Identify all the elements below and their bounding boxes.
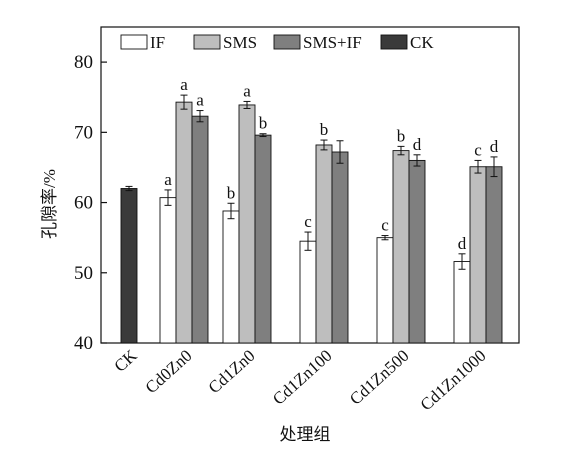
significance-label: b xyxy=(320,120,329,139)
significance-label: c xyxy=(381,216,389,235)
bar-if-cd0zn0 xyxy=(159,197,177,344)
significance-label: a xyxy=(243,81,251,100)
y-axis-title: 孔隙率/% xyxy=(40,169,59,239)
y-tick-label: 40 xyxy=(74,333,93,354)
significance-label: c xyxy=(304,212,312,231)
bar-sms-cd0zn0 xyxy=(175,101,193,344)
bar-sms-if-cd1zn1000 xyxy=(485,166,503,344)
legend-label: SMS+IF xyxy=(303,33,362,52)
bar-sms-cd1zn500 xyxy=(392,150,410,344)
bar-sms-if-cd0zn0 xyxy=(191,115,209,344)
significance-label: b xyxy=(397,126,406,145)
significance-label: a xyxy=(180,75,188,94)
legend-label: IF xyxy=(150,33,165,52)
bar-ck-ck xyxy=(120,188,138,344)
legend-swatch xyxy=(380,34,408,50)
legend-swatch xyxy=(193,34,221,50)
y-tick-label: 60 xyxy=(74,193,93,214)
bar-sms-cd1zn100 xyxy=(315,144,333,344)
bar-sms-if-cd1zn100 xyxy=(331,151,349,344)
x-axis-title: 处理组 xyxy=(280,425,331,444)
x-tick-label: Cd1Zn500 xyxy=(346,346,413,409)
significance-label: d xyxy=(413,135,422,154)
legend-swatch xyxy=(273,34,301,50)
bar-if-cd1zn500 xyxy=(376,237,394,344)
x-tick-label: Cd1Zn0 xyxy=(205,346,259,397)
legend-label: CK xyxy=(410,33,434,52)
significance-label: c xyxy=(474,140,482,159)
significance-label: d xyxy=(458,234,467,253)
bar-sms-if-cd1zn500 xyxy=(408,159,426,344)
bar-sms-cd1zn0 xyxy=(238,104,256,344)
significance-label: b xyxy=(227,183,236,202)
significance-label: d xyxy=(490,137,499,156)
bar-if-cd1zn1000 xyxy=(453,261,471,344)
x-tick-label: Cd0Zn0 xyxy=(142,346,196,397)
legend-swatch xyxy=(120,34,148,50)
x-tick-label: CK xyxy=(110,345,141,375)
x-tick-label: Cd1Zn1000 xyxy=(417,346,490,414)
y-tick-label: 50 xyxy=(74,263,93,284)
bar-if-cd1zn100 xyxy=(299,240,317,344)
legend: IF SMS SMS+IF CK xyxy=(120,33,434,52)
significance-label: a xyxy=(196,91,204,110)
bar-if-cd1zn0 xyxy=(222,210,240,344)
x-tick-label: Cd1Zn100 xyxy=(269,346,336,409)
y-tick-label: 70 xyxy=(74,122,93,143)
bar-sms-cd1zn1000 xyxy=(469,166,487,344)
significance-label: b xyxy=(259,114,268,133)
y-tick-label: 80 xyxy=(74,52,93,73)
legend-label: SMS xyxy=(223,33,257,52)
significance-label: a xyxy=(164,170,172,189)
bar-sms-if-cd1zn0 xyxy=(254,134,272,344)
